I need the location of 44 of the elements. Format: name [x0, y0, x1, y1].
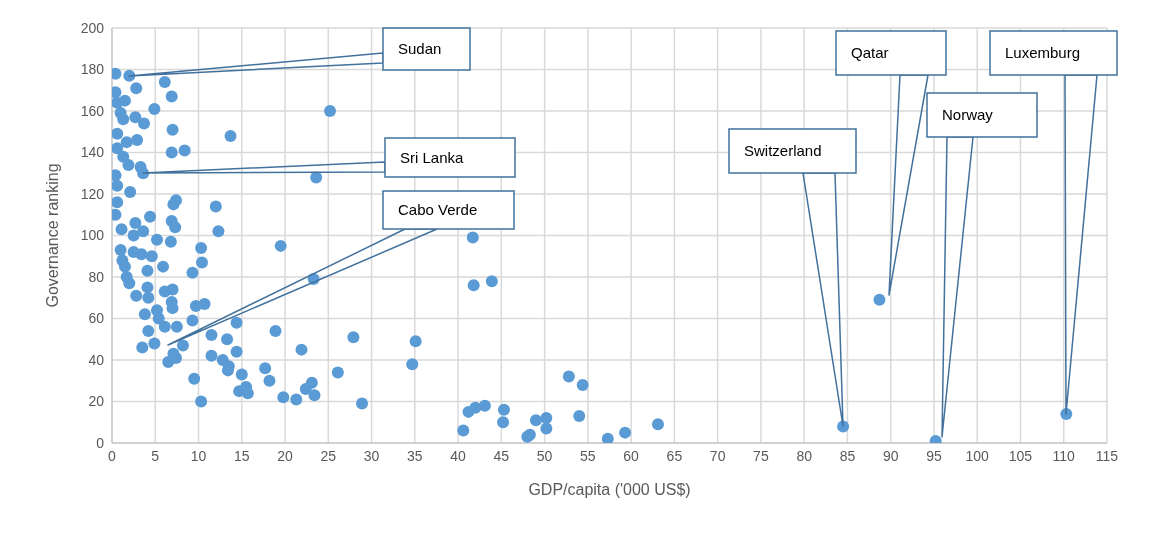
annotation: Sri Lanka: [400, 148, 465, 166]
x-tick-label: 115: [1095, 447, 1119, 464]
x-tick-label: 95: [926, 447, 942, 464]
y-tick-label: 20: [88, 393, 105, 410]
x-tick-label: 15: [233, 447, 250, 464]
x-tick-label: 100: [965, 447, 990, 464]
x-tick-label: 25: [320, 447, 337, 464]
annotation: Qatar: [851, 44, 889, 61]
x-tick-label: 80: [796, 447, 813, 464]
annotation: Switzerland: [744, 142, 822, 159]
x-tick-label: 50: [536, 447, 553, 464]
y-tick-label: 140: [80, 144, 105, 161]
y-tick-label: 160: [80, 102, 105, 119]
x-tick-label: 75: [753, 447, 769, 464]
y-tick-label: 0: [96, 434, 105, 451]
annotation: Norway: [942, 106, 994, 123]
annotation: Sudan: [398, 40, 442, 57]
y-tick-label: 200: [80, 19, 105, 36]
x-tick-label: 60: [623, 447, 640, 464]
x-tick-label: 30: [363, 447, 380, 464]
x-tick-label: 45: [493, 447, 510, 464]
y-tick-label: 120: [80, 185, 105, 202]
x-tick-label: 20: [277, 447, 294, 464]
x-tick-label: 105: [1008, 447, 1033, 464]
x-axis-title: GDP/capita ('000 US$): [528, 481, 691, 498]
y-tick-label: 80: [88, 268, 105, 285]
x-tick-label: 35: [407, 447, 423, 464]
y-tick-label: 60: [88, 310, 105, 327]
x-tick-label: 70: [709, 447, 726, 464]
x-tick-label: 0: [108, 447, 117, 464]
annotation: Luxemburg: [1005, 44, 1081, 61]
y-tick-label: 180: [80, 61, 105, 78]
y-tick-label: 100: [80, 227, 105, 244]
y-axis-title: Governance ranking: [43, 163, 61, 308]
x-tick-label: 65: [666, 447, 683, 464]
x-tick-label: 40: [450, 447, 467, 464]
y-tick-label: 40: [88, 351, 105, 368]
x-tick-label: 85: [839, 447, 856, 464]
x-tick-label: 55: [580, 447, 596, 464]
x-tick-label: 5: [151, 447, 160, 464]
x-tick-label: 10: [190, 447, 207, 464]
annotation: Cabo Verde: [398, 201, 478, 218]
x-tick-label: 110: [1052, 447, 1076, 464]
x-tick-label: 90: [882, 447, 899, 464]
